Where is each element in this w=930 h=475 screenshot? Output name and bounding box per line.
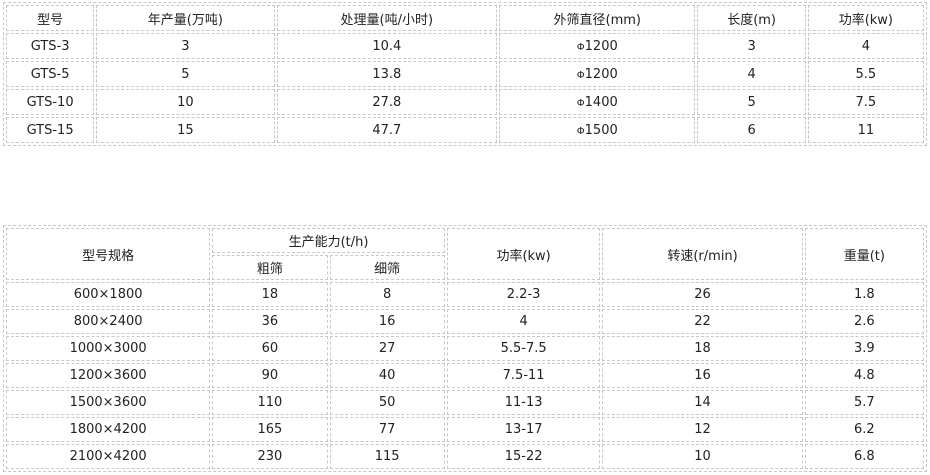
- table-cell: 3.9: [804, 336, 924, 361]
- table-cell: 15-22: [446, 444, 601, 469]
- table-cell: 16: [329, 309, 445, 334]
- table-cell: 18: [602, 336, 803, 361]
- table-cell: 10.4: [276, 33, 498, 59]
- table-cell: 7.5: [807, 89, 924, 115]
- table-header-row: 型号规格 生产能力(t/h) 功率(kw) 转速(r/min) 重量(t): [6, 228, 924, 280]
- table-header-row: 型号 年产量(万吨) 处理量(吨/小时) 外筛直径(mm) 长度(m) 功率(k…: [6, 5, 924, 31]
- table-row: 800×2400 36 16 4 22 2.6: [6, 309, 924, 334]
- table-row: 1800×4200 165 77 13-17 12 6.2: [6, 417, 924, 442]
- table-cell: 22: [602, 309, 803, 334]
- table-cell: GTS-10: [6, 89, 95, 115]
- table-cell: 27: [329, 336, 445, 361]
- table-cell: Φ1200: [499, 61, 696, 87]
- table-cell: 4: [807, 33, 924, 59]
- table-cell: 8: [329, 282, 445, 307]
- header-cell: 年产量(万吨): [96, 5, 275, 31]
- table-cell: 1.8: [804, 282, 924, 307]
- table-cell: 13.8: [276, 61, 498, 87]
- table-row: 1200×3600 90 40 7.5-11 16 4.8: [6, 363, 924, 388]
- table-cell: 5.5-7.5: [446, 336, 601, 361]
- table-cell: 36: [212, 309, 328, 334]
- table-cell: Φ1200: [499, 33, 696, 59]
- table-cell: 40: [329, 363, 445, 388]
- table-row: 600×1800 18 8 2.2-3 26 1.8: [6, 282, 924, 307]
- table-cell: 4: [446, 309, 601, 334]
- table-cell: 27.8: [276, 89, 498, 115]
- header-cell: 功率(kw): [446, 228, 601, 280]
- header-cell: 粗筛: [212, 255, 328, 280]
- table-cell: 2.6: [804, 309, 924, 334]
- table-cell: 6: [697, 117, 806, 143]
- table-row: 1500×3600 110 50 11-13 14 5.7: [6, 390, 924, 415]
- table-subheader-row: 粗筛 细筛: [6, 255, 924, 280]
- table-cell: 10: [602, 444, 803, 469]
- header-cell: 型号: [6, 5, 95, 31]
- table-cell: GTS-15: [6, 117, 95, 143]
- table-cell: 3: [697, 33, 806, 59]
- table-cell: 1500×3600: [6, 390, 211, 415]
- model-spec-table: 型号 年产量(万吨) 处理量(吨/小时) 外筛直径(mm) 长度(m) 功率(k…: [3, 2, 927, 146]
- table-cell: 800×2400: [6, 309, 211, 334]
- table-cell: GTS-5: [6, 61, 95, 87]
- table-cell: 14: [602, 390, 803, 415]
- table-cell: 5: [96, 61, 275, 87]
- table-cell: 26: [602, 282, 803, 307]
- header-cell: 重量(t): [804, 228, 924, 280]
- table-row: 2100×4200 230 115 15-22 10 6.8: [6, 444, 924, 469]
- table-row: GTS-15 15 47.7 Φ1500 6 11: [6, 117, 924, 143]
- table-cell: 10: [96, 89, 275, 115]
- table-cell: 90: [212, 363, 328, 388]
- header-cell: 功率(kw): [807, 5, 924, 31]
- table-row: GTS-3 3 10.4 Φ1200 3 4: [6, 33, 924, 59]
- table-cell: 15: [96, 117, 275, 143]
- table-cell: Φ1400: [499, 89, 696, 115]
- table-cell: 2.2-3: [446, 282, 601, 307]
- table-row: GTS-5 5 13.8 Φ1200 4 5.5: [6, 61, 924, 87]
- table-cell: 13-17: [446, 417, 601, 442]
- table-cell: 5: [697, 89, 806, 115]
- table-cell: 110: [212, 390, 328, 415]
- table-row: GTS-10 10 27.8 Φ1400 5 7.5: [6, 89, 924, 115]
- table-cell: 11: [807, 117, 924, 143]
- table-cell: 115: [329, 444, 445, 469]
- table-cell: 50: [329, 390, 445, 415]
- table-cell: 6.2: [804, 417, 924, 442]
- table-cell: 77: [329, 417, 445, 442]
- table-cell: 1200×3600: [6, 363, 211, 388]
- header-cell: 型号规格: [6, 228, 211, 280]
- table-cell: 230: [212, 444, 328, 469]
- table-cell: 4.8: [804, 363, 924, 388]
- table-cell: 6.8: [804, 444, 924, 469]
- header-cell: 生产能力(t/h): [212, 228, 445, 253]
- table-row: 1000×3000 60 27 5.5-7.5 18 3.9: [6, 336, 924, 361]
- table-cell: 1000×3000: [6, 336, 211, 361]
- table-cell: 1800×4200: [6, 417, 211, 442]
- table-cell: 18: [212, 282, 328, 307]
- table-cell: 47.7: [276, 117, 498, 143]
- table-cell: 7.5-11: [446, 363, 601, 388]
- header-cell: 转速(r/min): [602, 228, 803, 280]
- table-cell: 60: [212, 336, 328, 361]
- header-cell: 长度(m): [697, 5, 806, 31]
- header-cell: 细筛: [329, 255, 445, 280]
- table-cell: 4: [697, 61, 806, 87]
- header-cell: 外筛直径(mm): [499, 5, 696, 31]
- table-cell: 165: [212, 417, 328, 442]
- table-cell: Φ1500: [499, 117, 696, 143]
- table-cell: 3: [96, 33, 275, 59]
- table-cell: 5.7: [804, 390, 924, 415]
- header-cell: 处理量(吨/小时): [276, 5, 498, 31]
- table-cell: 12: [602, 417, 803, 442]
- screen-capacity-table: 型号规格 生产能力(t/h) 功率(kw) 转速(r/min) 重量(t) 粗筛…: [3, 225, 927, 472]
- table-cell: 11-13: [446, 390, 601, 415]
- table-cell: 600×1800: [6, 282, 211, 307]
- table-cell: GTS-3: [6, 33, 95, 59]
- table-cell: 2100×4200: [6, 444, 211, 469]
- table-cell: 16: [602, 363, 803, 388]
- table-cell: 5.5: [807, 61, 924, 87]
